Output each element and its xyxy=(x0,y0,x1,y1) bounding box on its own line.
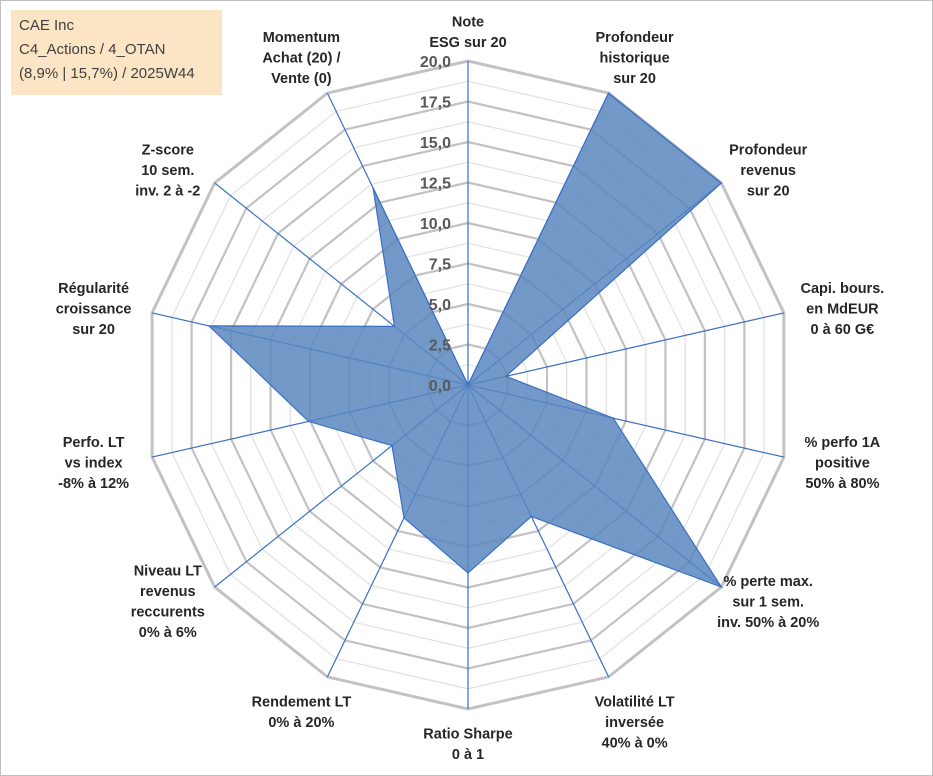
axis-label-line: Volatilité LT xyxy=(595,694,675,710)
data-point xyxy=(530,515,533,518)
axis-label-line: Profondeur xyxy=(729,143,807,159)
data-point xyxy=(607,92,610,94)
data-point xyxy=(720,586,723,588)
axis-label-line: positive xyxy=(815,456,870,472)
chart-title-company: CAE Inc xyxy=(19,17,75,34)
tick-label: 5,0 xyxy=(429,297,451,314)
axis-label: Capi. bours. en MdEUR 0 à 60 G€ xyxy=(801,281,885,338)
axis-label-line: Achat (20) / xyxy=(262,51,340,67)
axis-label: Volatilité LT inversée 40% à 0% xyxy=(595,694,675,751)
axis-label: Régularité croissance sur 20 xyxy=(56,281,132,338)
axis-label-line: inv. 50% à 20% xyxy=(717,615,819,631)
data-point xyxy=(403,517,405,519)
data-point xyxy=(720,182,723,184)
axis-label-line: sur 1 sem. xyxy=(732,595,804,611)
axis-label-line: 50% à 80% xyxy=(805,476,879,492)
chart-title-category: C4_Actions / 4_OTAN xyxy=(19,41,166,58)
axis-label-line: revenus xyxy=(740,163,796,179)
axis-label-line: en MdEUR xyxy=(806,302,879,318)
axis-label: Note ESG sur 20 xyxy=(429,14,506,51)
axis-label: Profondeur historique sur 20 xyxy=(596,30,674,87)
data-point xyxy=(307,420,310,423)
axis-label-line: Vente (0) xyxy=(271,71,332,87)
axis-label-line: Rendement LT xyxy=(252,694,352,710)
axis-label-line: vs index xyxy=(65,456,123,472)
axis-label: Niveau LT revenus reccurents 0% à 6% xyxy=(131,564,205,642)
axis-label-line: inversée xyxy=(605,715,664,731)
axis-label-line: Niveau LT xyxy=(134,564,202,580)
axis-label: Perfo. LT vs index -8% à 12% xyxy=(58,435,129,492)
series-area xyxy=(207,92,723,589)
axis-label: Rendement LT 0% à 20% xyxy=(252,694,352,731)
axis-label-line: % perfo 1A xyxy=(805,435,881,451)
data-point xyxy=(467,384,469,386)
tick-label: 0,0 xyxy=(429,378,451,395)
tick-label: 2,5 xyxy=(429,338,451,355)
axis-label-line: Ratio Sharpe xyxy=(423,726,512,742)
axis-label-line: 0% à 6% xyxy=(139,625,197,641)
data-point xyxy=(612,417,615,420)
axis-label-line: sur 20 xyxy=(747,184,790,200)
tick-label: 7,5 xyxy=(429,257,451,274)
data-point xyxy=(467,572,469,574)
data-point xyxy=(505,375,507,378)
axis-label-line: reccurents xyxy=(131,605,205,621)
axis-label-line: historique xyxy=(600,51,670,67)
data-point xyxy=(391,444,393,447)
tick-label: 17,5 xyxy=(420,95,451,112)
axis-label-line: sur 20 xyxy=(613,71,656,87)
tick-label: 20,0 xyxy=(420,54,451,71)
axis-label: Ratio Sharpe 0 à 1 xyxy=(423,726,512,763)
radar-tick-labels: 0,0 2,5 5,0 7,5 10,0 12,5 15,0 17,5 20,0 xyxy=(420,54,451,395)
axis-label-line: Z-score xyxy=(142,143,194,159)
data-point xyxy=(372,187,374,189)
axis-label: Z-score 10 sem. inv. 2 à -2 xyxy=(135,143,200,200)
radar-series xyxy=(207,92,723,589)
axis-label-line: ESG sur 20 xyxy=(429,35,506,51)
axis-label: % perte max. sur 1 sem. inv. 50% à 20% xyxy=(717,574,819,631)
axis-label-line: 10 sem. xyxy=(141,163,194,179)
axis-label-line: revenus xyxy=(140,584,196,600)
tick-label: 15,0 xyxy=(420,135,451,152)
axis-label: % perfo 1A positive 50% à 80% xyxy=(805,435,881,492)
axis-label-line: Régularité xyxy=(58,281,129,297)
axis-spoke xyxy=(467,312,785,386)
axis-label-line: % perte max. xyxy=(723,574,812,590)
chart-title-stats: (8,9% | 15,7%) / 2025W44 xyxy=(19,65,195,82)
axis-label-line: 0 à 1 xyxy=(452,747,484,763)
axis-label-line: Momentum xyxy=(263,30,340,46)
axis-label: Profondeur revenus sur 20 xyxy=(729,143,807,200)
data-point xyxy=(393,325,396,328)
axis-label-line: 0% à 20% xyxy=(268,715,334,731)
tick-label: 10,0 xyxy=(420,216,451,233)
chart-title-box: CAE Inc C4_Actions / 4_OTAN (8,9% | 15,7… xyxy=(11,10,222,95)
axis-label: Momentum Achat (20) / Vente (0) xyxy=(262,30,340,87)
axis-label-line: croissance xyxy=(56,302,132,318)
axis-label-line: -8% à 12% xyxy=(58,476,129,492)
tick-label: 12,5 xyxy=(420,176,451,193)
axis-label-line: inv. 2 à -2 xyxy=(135,184,200,200)
radar-axis-labels: Note ESG sur 20 Profondeur historique sur 20… xyxy=(56,14,885,763)
axis-label-line: 40% à 0% xyxy=(602,735,668,751)
axis-label-line: 0 à 60 G€ xyxy=(811,322,875,338)
axis-label-line: Note xyxy=(452,14,484,30)
axis-label-line: sur 20 xyxy=(72,322,115,338)
axis-label-line: Perfo. LT xyxy=(63,435,125,451)
axis-label-line: Profondeur xyxy=(596,30,674,46)
data-point xyxy=(208,325,210,327)
axis-label-line: Capi. bours. xyxy=(801,281,885,297)
